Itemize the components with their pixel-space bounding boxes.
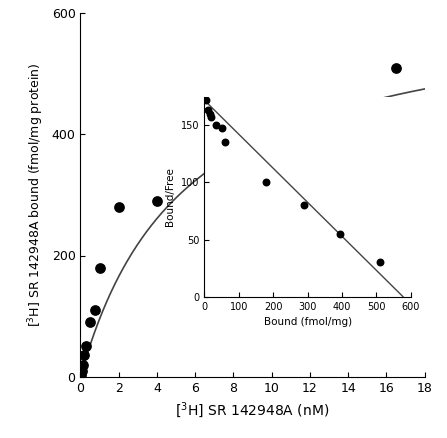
Y-axis label: [$^{3}$H] SR 142948A bound (fmol/mg protein): [$^{3}$H] SR 142948A bound (fmol/mg prot… [26, 63, 46, 327]
Point [96, 264, 103, 271]
Point [115, 204, 122, 211]
Point [80, 361, 87, 368]
Point [81, 352, 88, 359]
Point [79, 367, 86, 374]
Point [392, 64, 400, 71]
Point [220, 134, 228, 141]
Point [83, 343, 90, 350]
Point [78, 371, 85, 378]
Point [91, 307, 98, 314]
Point [153, 198, 160, 205]
Point [86, 319, 93, 326]
X-axis label: [$^{3}$H] SR 142948A (nM): [$^{3}$H] SR 142948A (nM) [175, 400, 330, 420]
